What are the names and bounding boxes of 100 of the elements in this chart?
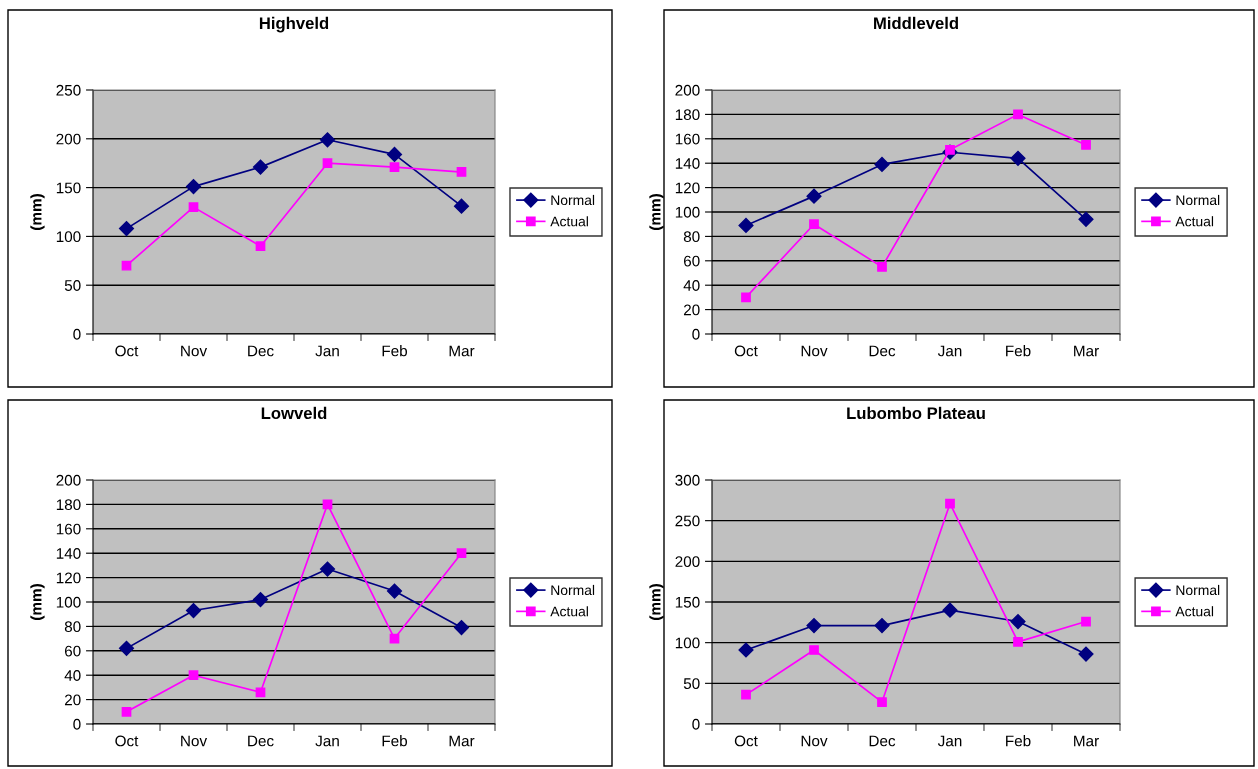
point — [322, 158, 333, 169]
x-tick-label: Mar — [1074, 345, 1099, 357]
y-tick-label: 200 — [675, 84, 700, 96]
y-tick-label: 300 — [675, 474, 700, 486]
point — [1081, 140, 1091, 150]
point — [1010, 613, 1026, 630]
chart-title: Lubombo Plateau — [847, 406, 985, 420]
x-tick-label: Feb — [1006, 735, 1031, 747]
y-axis-title: (mm) — [649, 584, 664, 620]
x-tick-label: Feb — [382, 735, 408, 747]
y-tick-label: 200 — [675, 556, 700, 568]
point — [741, 292, 751, 303]
x-tick-label: Mar — [1074, 735, 1099, 747]
point — [319, 132, 336, 148]
legend-label: Normal — [1176, 194, 1220, 206]
y-tick-label: 150 — [56, 182, 81, 194]
y-tick-label: 0 — [692, 718, 700, 730]
point — [1081, 616, 1091, 627]
y-tick-label: 160 — [675, 133, 700, 145]
y-tick-label: 140 — [56, 548, 81, 559]
x-tick-label: Nov — [181, 345, 208, 357]
y-tick-label: 200 — [56, 474, 81, 486]
y-tick-label: 40 — [683, 280, 700, 291]
point — [118, 640, 135, 656]
y-tick-label: 100 — [675, 637, 700, 649]
point — [453, 198, 470, 214]
y-tick-label: 100 — [56, 231, 81, 243]
point — [809, 645, 819, 655]
y-tick-label: 40 — [64, 670, 81, 681]
point — [252, 591, 269, 608]
y-tick-label: 0 — [692, 328, 700, 340]
x-tick-label: Feb — [1006, 345, 1031, 357]
point — [942, 602, 958, 618]
point — [456, 167, 467, 177]
y-tick-label: 120 — [56, 572, 81, 584]
y-tick-label: 250 — [675, 515, 700, 527]
x-tick-label: Feb — [382, 345, 408, 357]
y-tick-label: 100 — [56, 596, 81, 608]
x-tick-label: Dec — [869, 735, 896, 747]
x-tick-label: Jan — [937, 735, 962, 747]
x-tick-label: Jan — [315, 735, 339, 747]
point — [1078, 211, 1094, 227]
point — [1078, 646, 1094, 662]
point — [1013, 636, 1023, 647]
x-tick-label: Oct — [734, 735, 758, 747]
x-tick-label: Nov — [181, 735, 208, 747]
point — [806, 188, 822, 204]
y-tick-label: 120 — [675, 182, 700, 194]
y-axis-title: (mm) — [30, 194, 45, 230]
y-tick-label: 50 — [64, 280, 81, 291]
x-tick-label: Dec — [248, 345, 274, 357]
y-tick-label: 200 — [56, 133, 81, 145]
point — [877, 697, 887, 707]
y-tick-label: 20 — [683, 304, 700, 316]
point — [453, 620, 470, 636]
point — [806, 618, 822, 634]
point — [118, 221, 135, 237]
x-tick-label: Nov — [801, 735, 828, 747]
y-tick-label: 80 — [64, 621, 81, 633]
point — [121, 260, 132, 271]
x-tick-label: Dec — [248, 735, 274, 747]
point — [121, 706, 132, 717]
point — [456, 548, 467, 559]
x-tick-label: Jan — [315, 345, 339, 357]
y-tick-label: 160 — [56, 523, 81, 535]
x-tick-label: Jan — [937, 345, 962, 357]
point — [252, 159, 269, 175]
x-tick-label: Mar — [449, 345, 475, 357]
y-tick-label: 180 — [56, 499, 81, 511]
y-tick-label: 80 — [683, 231, 700, 243]
point — [188, 670, 199, 681]
point — [389, 162, 400, 172]
point — [185, 179, 202, 195]
point — [185, 602, 202, 619]
x-tick-label: Oct — [115, 735, 139, 747]
x-tick-label: Oct — [734, 345, 758, 357]
y-tick-label: 20 — [64, 694, 81, 706]
legend-label: Actual — [550, 606, 588, 617]
point — [386, 583, 403, 599]
x-tick-label: Dec — [869, 345, 896, 357]
y-tick-label: 250 — [56, 84, 81, 96]
legend-label: Actual — [1175, 606, 1214, 617]
point — [874, 156, 890, 172]
y-tick-label: 60 — [64, 645, 81, 657]
legend-label: Actual — [550, 216, 588, 227]
legend-label: Actual — [1175, 216, 1214, 227]
point — [1010, 150, 1026, 166]
y-axis-title: (mm) — [30, 584, 45, 620]
chart-title: Lowveld — [261, 406, 327, 420]
point — [874, 618, 890, 634]
point — [255, 687, 266, 698]
y-tick-label: 140 — [675, 158, 700, 169]
y-tick-label: 180 — [675, 109, 700, 121]
point — [945, 498, 955, 509]
y-tick-label: 150 — [675, 596, 700, 608]
y-tick-label: 0 — [73, 718, 81, 730]
legend-label: Normal — [1176, 584, 1220, 596]
point — [1013, 109, 1023, 120]
point — [188, 202, 199, 212]
point — [386, 146, 403, 162]
